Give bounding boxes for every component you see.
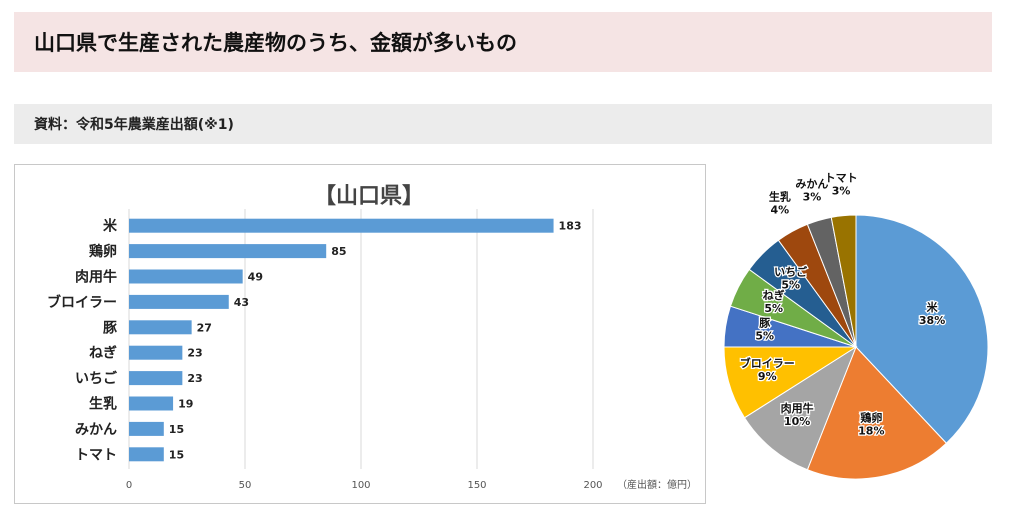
pie-slice-label: いちご	[774, 265, 808, 279]
pie-slice-percent: 5%	[755, 330, 774, 343]
pie-slice-percent: 10%	[784, 415, 810, 428]
bar	[129, 320, 192, 335]
x-tick-label: 100	[351, 480, 370, 491]
pie-slice	[806, 346, 948, 480]
bar-value-label: 85	[331, 245, 346, 258]
bar-value-label: 19	[178, 398, 193, 411]
pie-slice-percent: 4%	[771, 204, 790, 217]
bar-value-label: 43	[234, 296, 249, 309]
category-label: トマト	[75, 447, 117, 463]
pie-slice-percent: 9%	[758, 370, 777, 383]
bar-value-label: 23	[187, 372, 202, 385]
category-label: 生乳	[89, 396, 117, 413]
pie-slice-percent: 5%	[781, 279, 800, 292]
bar	[129, 269, 243, 284]
page-title: 山口県で生産された農産物のうち、金額が多いもの	[34, 31, 517, 55]
x-tick-label: 0	[126, 480, 132, 491]
category-label: 豚	[103, 320, 118, 336]
bar-chart-panel: 【山口県】 0 50 100 150 200 米 183 鶏卵 85 肉用牛 49 ブロイラー 43 豚…	[14, 164, 706, 504]
pie-slice-label: ねぎ	[763, 288, 785, 302]
pie-slice-label: トマト	[825, 172, 858, 185]
bar-value-label: 15	[169, 423, 184, 436]
pie-slice-percent: 3%	[832, 185, 851, 198]
category-label: ブロイラー	[47, 294, 117, 311]
bar	[129, 421, 164, 436]
category-label: 肉用牛	[75, 269, 117, 286]
category-label: 米	[103, 218, 118, 235]
category-label: みかん	[75, 422, 117, 438]
pie-slice-label: 肉用牛	[781, 401, 814, 415]
bar-value-label: 23	[187, 347, 202, 360]
pie-chart: 米38%鶏卵18%肉用牛10%ブロイラー9%豚5%ねぎ5%いちご5%生乳4%みか…	[723, 170, 989, 480]
pie-slice-percent: 5%	[764, 302, 783, 315]
bar-chart-title: 【山口県】	[314, 184, 424, 209]
x-tick-label: 150	[467, 480, 486, 491]
pie-slice	[830, 214, 857, 348]
bar	[129, 244, 327, 259]
pie-slice-label: ブロイラー	[740, 356, 795, 370]
pie-slice-percent: 38%	[919, 314, 945, 327]
pie-slice-label: 生乳	[769, 190, 791, 204]
bar	[129, 396, 174, 411]
bar	[129, 294, 229, 309]
x-tick-label: 200	[583, 480, 602, 491]
title-banner: 山口県で生産された農産物のうち、金額が多いもの	[14, 12, 992, 72]
pie-slice-label: 豚	[759, 317, 771, 330]
pie-slice	[743, 345, 858, 471]
bar	[129, 345, 183, 360]
pie-slice-percent: 3%	[803, 190, 822, 203]
pie-slice-percent: 18%	[858, 424, 884, 437]
bar-chart-unit-label: （産出額：億円）	[617, 478, 697, 491]
category-label: 鶏卵	[89, 243, 117, 260]
bar-value-label: 49	[248, 271, 263, 284]
bar	[129, 218, 554, 233]
source-banner: 資料：令和5年農業産出額(※1)	[14, 104, 992, 144]
pie-slice-label: 米	[926, 300, 939, 314]
pie-slice	[855, 214, 989, 444]
category-label: いちご	[75, 370, 118, 387]
bar	[129, 447, 164, 462]
bar-value-label: 15	[169, 448, 184, 461]
pie-slice-label: 鶏卵	[860, 410, 882, 424]
bar-value-label: 183	[559, 220, 582, 233]
source-note: 資料：令和5年農業産出額(※1)	[34, 117, 234, 133]
bar-chart: 【山口県】 0 50 100 150 200 米 183 鶏卵 85 肉用牛 49 ブロイラー 43 豚…	[47, 184, 697, 491]
x-tick-label: 50	[239, 480, 252, 491]
bar-value-label: 27	[197, 321, 212, 334]
pie-slice-label: みかん	[795, 177, 828, 190]
bar	[129, 371, 183, 386]
category-label: ねぎ	[89, 345, 117, 362]
